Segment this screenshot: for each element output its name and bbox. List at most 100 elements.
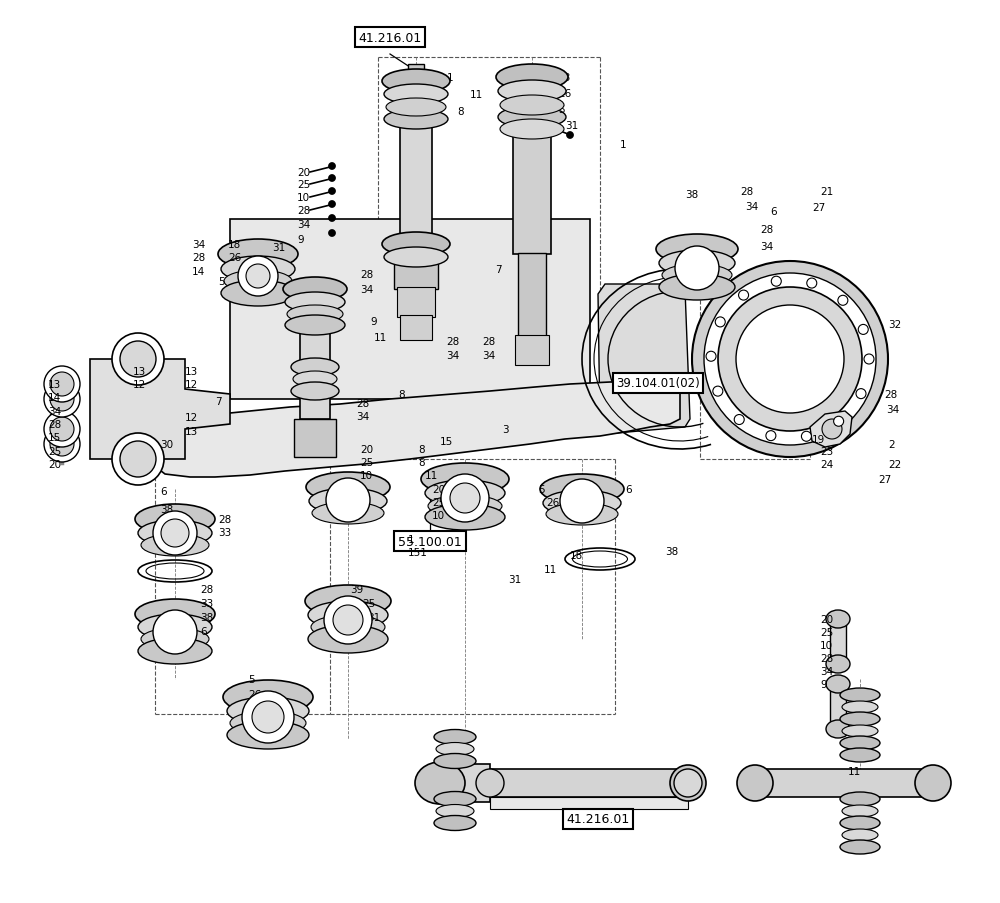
Text: 34: 34 (446, 350, 459, 360)
Ellipse shape (476, 769, 504, 797)
Text: 13: 13 (185, 426, 198, 436)
Ellipse shape (291, 383, 339, 401)
Circle shape (734, 415, 744, 425)
Text: 20: 20 (48, 460, 61, 470)
Text: 10: 10 (820, 640, 833, 650)
Circle shape (822, 420, 842, 440)
Text: 25: 25 (820, 628, 833, 638)
Text: 25: 25 (362, 599, 375, 609)
Text: 34: 34 (192, 239, 205, 250)
Polygon shape (150, 382, 680, 478)
Text: 23: 23 (820, 446, 833, 457)
Text: 25: 25 (297, 180, 310, 190)
Text: 6: 6 (200, 627, 207, 637)
Text: 8: 8 (848, 752, 855, 762)
Ellipse shape (312, 502, 384, 525)
Ellipse shape (434, 754, 476, 768)
Ellipse shape (382, 70, 450, 94)
Circle shape (329, 230, 336, 237)
Text: 34: 34 (760, 242, 773, 252)
Ellipse shape (425, 480, 505, 507)
Ellipse shape (285, 316, 345, 336)
Ellipse shape (826, 610, 850, 628)
Ellipse shape (223, 680, 313, 714)
Ellipse shape (384, 110, 448, 130)
Text: 31: 31 (565, 121, 578, 131)
Ellipse shape (221, 281, 295, 307)
Ellipse shape (840, 712, 880, 726)
Circle shape (739, 291, 749, 301)
Ellipse shape (546, 504, 618, 526)
Text: 20: 20 (432, 485, 445, 495)
Text: 11: 11 (425, 470, 438, 480)
Ellipse shape (656, 235, 738, 265)
Text: 28: 28 (760, 225, 773, 235)
Text: 10: 10 (297, 192, 310, 203)
Text: 26: 26 (546, 498, 559, 507)
Ellipse shape (382, 233, 450, 256)
Bar (408, 65, 424, 77)
Text: 28: 28 (482, 337, 495, 347)
Text: 6: 6 (625, 485, 632, 495)
Circle shape (238, 256, 278, 297)
Circle shape (706, 352, 716, 362)
Bar (490, 769, 688, 797)
Ellipse shape (224, 271, 292, 293)
Polygon shape (90, 359, 230, 460)
Text: 8: 8 (457, 107, 464, 116)
Text: 13: 13 (185, 367, 198, 377)
Ellipse shape (498, 107, 566, 129)
Circle shape (324, 596, 372, 644)
Ellipse shape (135, 600, 215, 629)
Ellipse shape (840, 816, 880, 830)
Circle shape (333, 605, 363, 636)
Text: 12: 12 (133, 379, 146, 389)
Circle shape (566, 133, 574, 139)
Text: 11: 11 (470, 90, 483, 100)
Text: 41.216.01: 41.216.01 (358, 32, 422, 44)
Circle shape (252, 702, 284, 733)
Circle shape (44, 367, 80, 403)
Circle shape (807, 279, 817, 289)
Ellipse shape (141, 628, 209, 650)
Ellipse shape (674, 769, 702, 797)
Text: 33: 33 (200, 599, 213, 609)
Ellipse shape (496, 65, 568, 91)
Circle shape (246, 265, 270, 289)
Ellipse shape (826, 656, 850, 674)
Circle shape (153, 610, 197, 655)
Text: 34: 34 (356, 412, 369, 422)
Ellipse shape (308, 601, 388, 629)
Text: 7: 7 (495, 265, 502, 275)
Ellipse shape (425, 505, 505, 530)
Text: 30: 30 (160, 440, 173, 450)
Ellipse shape (842, 702, 878, 713)
Ellipse shape (285, 293, 345, 312)
Ellipse shape (434, 815, 476, 831)
Text: 11: 11 (848, 766, 861, 777)
Ellipse shape (138, 520, 212, 546)
Circle shape (864, 355, 874, 365)
Ellipse shape (138, 614, 212, 640)
Text: 8: 8 (418, 458, 425, 468)
Ellipse shape (309, 489, 387, 515)
Text: 31: 31 (367, 612, 380, 622)
Ellipse shape (540, 474, 624, 505)
Ellipse shape (840, 840, 880, 854)
Circle shape (50, 417, 74, 442)
Ellipse shape (386, 99, 446, 116)
Ellipse shape (138, 638, 212, 665)
Ellipse shape (840, 749, 880, 762)
Circle shape (856, 389, 866, 399)
Ellipse shape (500, 96, 564, 116)
Circle shape (326, 479, 370, 523)
Text: 21: 21 (820, 187, 833, 197)
Text: 41.216.01: 41.216.01 (566, 813, 630, 825)
Ellipse shape (306, 472, 390, 502)
Text: 13: 13 (48, 379, 61, 389)
Polygon shape (810, 412, 852, 448)
Ellipse shape (305, 585, 391, 618)
Circle shape (120, 442, 156, 478)
Text: 11: 11 (374, 332, 387, 342)
Text: 24: 24 (820, 460, 833, 470)
